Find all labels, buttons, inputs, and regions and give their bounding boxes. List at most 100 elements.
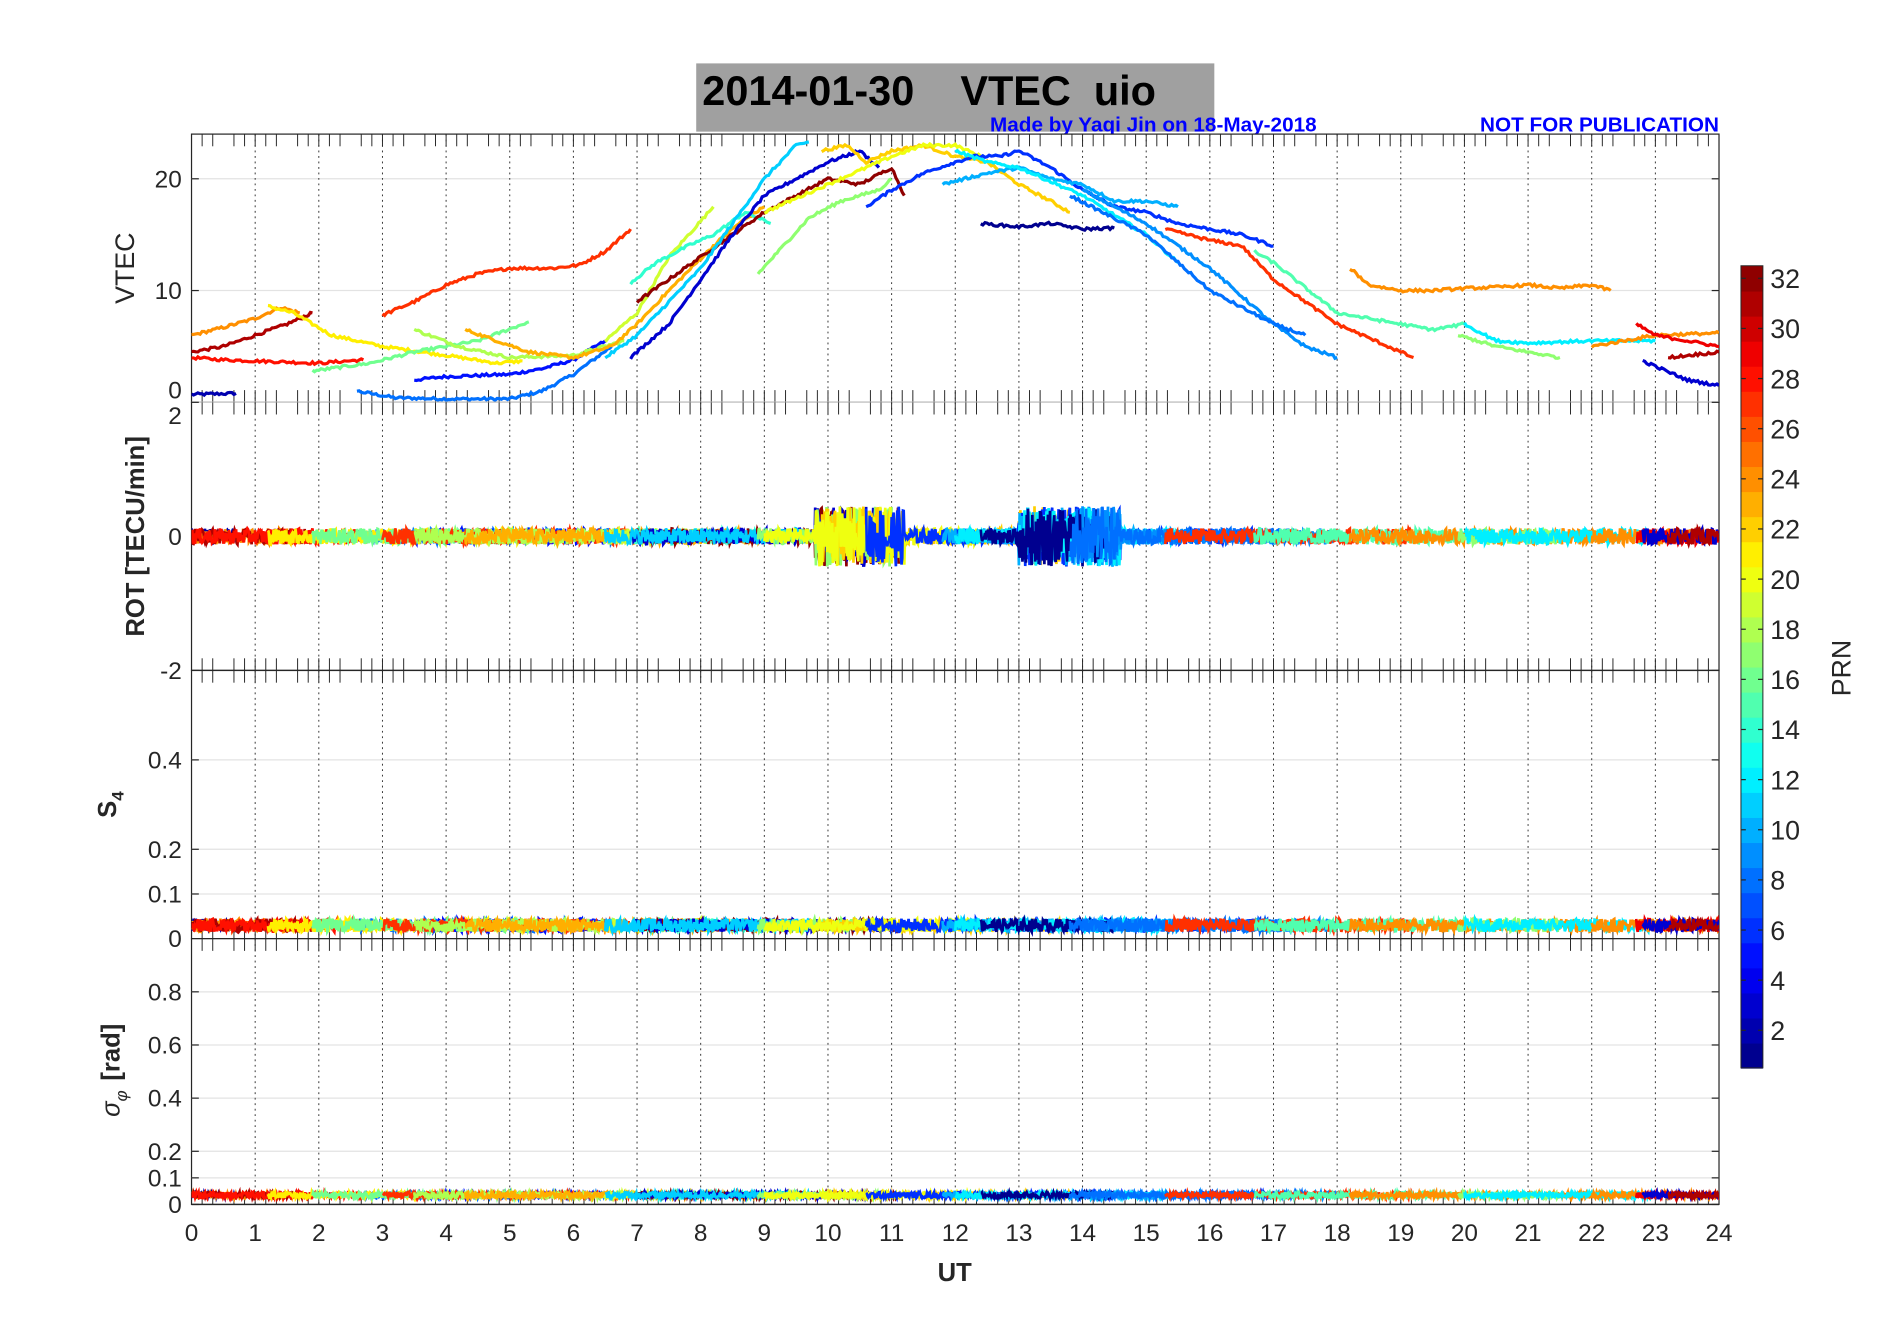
colorbar-swatch: [1740, 416, 1763, 442]
vtec-line-prn-17: [1457, 333, 1561, 360]
colorbar-swatch: [1740, 742, 1763, 768]
rot-line-prn-6: [864, 504, 1275, 567]
colorbar-swatch: [1740, 767, 1763, 793]
y-tick-label: 0.1: [148, 1165, 182, 1192]
watermark-author: Made by Yaqi Jin on 18-May-2018: [990, 114, 1317, 137]
colorbar-swatch: [1740, 992, 1763, 1019]
sigma-y-label-unit: [rad]: [98, 1024, 126, 1081]
watermark-not-for-publication: NOT FOR PUBLICATION: [1480, 114, 1719, 137]
colorbar-swatch: [1740, 842, 1763, 869]
x-tick-label: 6: [567, 1220, 581, 1247]
colorbar-swatch: [1740, 691, 1763, 718]
x-axis-label: UT: [938, 1259, 972, 1287]
vtec-line-prn-29: [1635, 322, 1720, 349]
colorbar-swatch: [1740, 315, 1763, 342]
s4-line-prn-31: [1666, 915, 1720, 933]
x-tick-label: 2: [312, 1220, 326, 1247]
s4-y-label-main: S: [94, 801, 122, 818]
colorbar-tick-label: 32: [1770, 264, 1800, 294]
colorbar-swatch: [1740, 792, 1763, 818]
x-tick-label: 7: [630, 1220, 644, 1247]
vtec-line-prn-8: [1069, 194, 1307, 337]
colorbar-swatch: [1740, 441, 1763, 468]
y-tick-label: 0.4: [148, 747, 182, 774]
x-tick-label: 11: [879, 1220, 904, 1247]
colorbar-swatch: [1740, 265, 1763, 292]
colorbar-swatch: [1740, 917, 1763, 944]
x-tick-label: 21: [1515, 1220, 1542, 1247]
x-tick-label: 16: [1196, 1220, 1223, 1247]
vtec-line-prn-17: [756, 177, 893, 275]
colorbar-tick-label: 20: [1770, 565, 1800, 595]
colorbar-frame: [1740, 265, 1764, 1069]
colorbar-tick-label: 4: [1770, 966, 1785, 996]
series-group: [191, 1186, 1720, 1204]
title-box: [696, 63, 1215, 132]
colorbar-swatch: [1740, 466, 1763, 493]
rot-line-prn-31: [1666, 523, 1720, 550]
colorbar-swatch: [1740, 666, 1763, 693]
x-tick-label: 8: [694, 1220, 708, 1247]
y-tick-label: 0.8: [148, 979, 182, 1006]
vtec-line-prn-21: [267, 303, 523, 366]
vtec-line-prn-27: [1164, 227, 1415, 360]
x-tick-label: 17: [1260, 1220, 1287, 1247]
colorbar-tick-label: 24: [1770, 465, 1800, 495]
vtec-line-prn-1: [980, 220, 1115, 233]
vtec-line-prn-18: [413, 327, 625, 361]
colorbar-tick-label: 28: [1770, 364, 1800, 394]
colorbar-tick-label: 12: [1770, 765, 1800, 795]
colorbar-swatch: [1740, 967, 1763, 994]
chart-title: 2014-01-30 VTEC uio: [702, 67, 1156, 114]
y-tick-label: 20: [155, 166, 182, 193]
colorbar-tick-label: 26: [1770, 414, 1800, 444]
y-tick-label: 0: [168, 524, 182, 551]
x-tick-label: 9: [758, 1220, 772, 1247]
x-tick-label: 3: [376, 1220, 390, 1247]
x-tick-label: 5: [503, 1220, 517, 1247]
colorbar-swatch: [1740, 867, 1763, 894]
x-tick-label: 23: [1642, 1220, 1669, 1247]
colorbar-swatch: [1740, 942, 1763, 969]
vtec-line-prn-9: [1081, 188, 1338, 361]
panel-s4: 0 0.1 0.2 0.4: [148, 669, 1720, 953]
x-tick-label: 4: [439, 1220, 453, 1247]
colorbar-swatch: [1740, 641, 1763, 668]
colorbar-label: PRN: [1827, 640, 1857, 697]
colorbar-swatch: [1740, 1042, 1763, 1069]
colorbar-tick-label: 6: [1770, 916, 1785, 946]
y-tick-label: 0: [168, 378, 182, 405]
vtec-line-prn-8: [356, 345, 613, 403]
x-tick-label: 22: [1578, 1220, 1605, 1247]
colorbar-swatch: [1740, 566, 1763, 593]
vtec-line-prn-28: [191, 354, 365, 367]
colorbar-swatch: [1740, 391, 1763, 417]
s4-y-label-sub: 4: [108, 791, 127, 801]
x-tick-label: 0: [185, 1220, 199, 1247]
colorbar-tick-label: 22: [1770, 515, 1800, 545]
colorbar-swatch: [1740, 892, 1763, 919]
vtec-line-prn-14: [629, 210, 772, 286]
panel-sigma_phi: 00.10.2 0.4 0.6 0.8: [148, 938, 1720, 1219]
sigma-y-label-sub: φ: [112, 1090, 131, 1101]
vtec-line-prn-24: [1349, 268, 1612, 294]
colorbar-swatch: [1740, 290, 1763, 317]
vtec-line-prn-3: [1642, 359, 1720, 387]
x-tick-label: 20: [1451, 1220, 1478, 1247]
series-group: [191, 913, 1720, 938]
series-group: [191, 140, 1720, 403]
colorbar-tick-label: 16: [1770, 665, 1800, 695]
s4-line-prn-18: [413, 915, 626, 936]
y-tick-label: 0.1: [148, 882, 182, 909]
sigma_phi-line-prn-31: [1667, 1188, 1720, 1203]
x-tick-label: 14: [1069, 1220, 1096, 1247]
sigma-y-label: σφ [rad]: [98, 1024, 131, 1117]
colorbar-tick-label: 8: [1770, 866, 1785, 896]
colorbar-swatch: [1740, 366, 1763, 392]
x-tick-label: 13: [1005, 1220, 1032, 1247]
x-tick-label: 19: [1387, 1220, 1414, 1247]
vtec-line-prn-2: [191, 390, 237, 398]
